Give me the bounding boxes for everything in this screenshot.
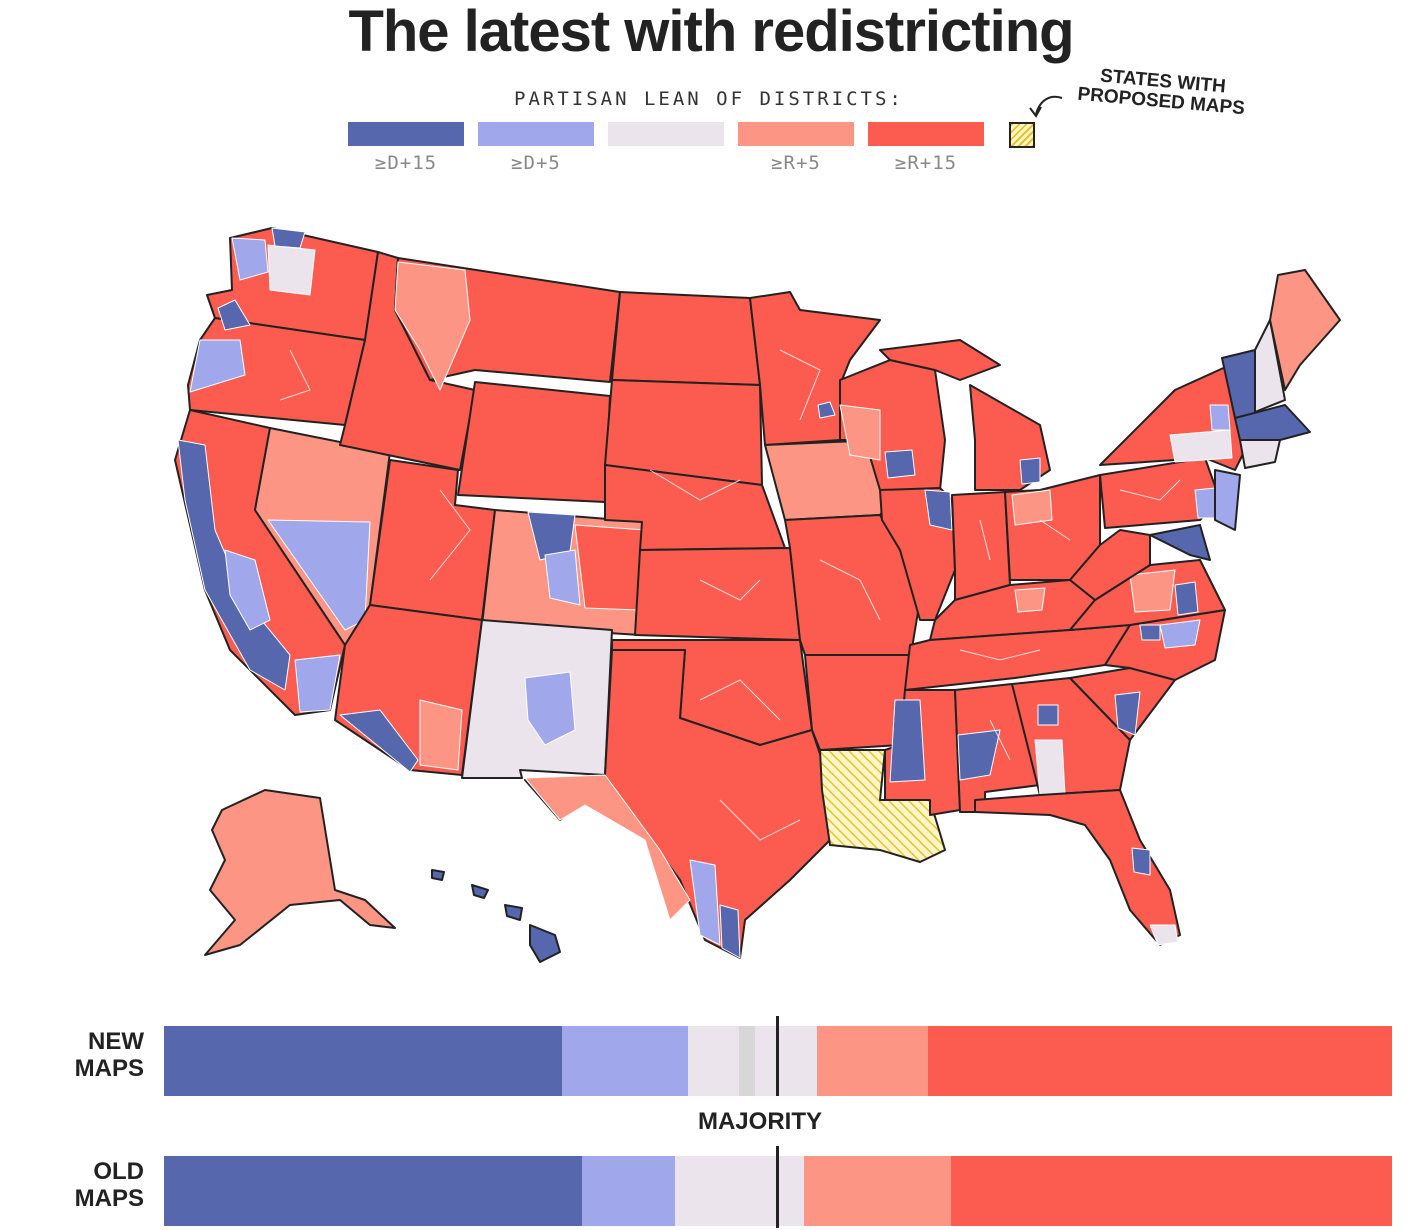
district-ny-even bbox=[1169, 429, 1233, 463]
new-maps-segment-2 bbox=[688, 1026, 739, 1096]
district-ca-socal bbox=[294, 654, 341, 713]
new-maps-label-line2: MAPS bbox=[74, 1055, 144, 1082]
majority-label: MAJORITY bbox=[697, 1108, 822, 1135]
district-ca-valley bbox=[224, 549, 271, 631]
district-nc-blue bbox=[1159, 619, 1201, 649]
district-al-d15 bbox=[957, 729, 1001, 781]
state-kansas bbox=[634, 547, 801, 641]
district-fl-even bbox=[1149, 924, 1179, 946]
state-hawaii-big bbox=[529, 924, 561, 963]
district-va-d15 bbox=[1174, 581, 1199, 616]
legend-swatch-r5 bbox=[738, 122, 854, 146]
district-oregon-blue bbox=[189, 339, 246, 393]
old-maps-segment-0 bbox=[164, 1156, 582, 1226]
old-maps-label-line2: MAPS bbox=[74, 1185, 144, 1212]
old-maps-segment-1 bbox=[581, 1156, 675, 1226]
new-maps-segment-4 bbox=[754, 1026, 818, 1096]
district-arizona-r5 bbox=[419, 699, 463, 771]
majority-line-new bbox=[776, 1016, 779, 1096]
state-alaska bbox=[204, 789, 396, 956]
district-texas-south-blue bbox=[689, 859, 721, 946]
district-madison bbox=[884, 449, 916, 479]
district-wa-even bbox=[267, 244, 316, 296]
district-ky-r5 bbox=[1014, 587, 1046, 613]
legend-label-r5: ≥R+5 bbox=[771, 152, 821, 174]
new-maps-label: NEW MAPS bbox=[40, 1028, 144, 1082]
old-maps-segment-3 bbox=[803, 1156, 952, 1226]
state-hawaii-oahu bbox=[471, 884, 489, 899]
state-maine bbox=[1269, 269, 1341, 391]
state-arkansas bbox=[804, 654, 911, 751]
district-map bbox=[174, 227, 1341, 963]
state-louisiana-proposed bbox=[819, 749, 946, 863]
old-maps-bar bbox=[164, 1156, 1392, 1226]
page-title: The latest with redistricting bbox=[348, 0, 1074, 64]
district-philly bbox=[1194, 487, 1216, 519]
district-sc-d15 bbox=[1114, 691, 1141, 736]
district-nm-blue bbox=[524, 671, 576, 746]
district-va-r5 bbox=[1129, 569, 1176, 613]
state-connecticut bbox=[1239, 439, 1281, 469]
old-maps-label-line1: OLD bbox=[93, 1158, 144, 1185]
district-arizona-d15 bbox=[339, 709, 419, 773]
legend-label-r15: ≥R+15 bbox=[894, 152, 958, 174]
district-co-red bbox=[574, 524, 646, 611]
legend-label-d15: ≥D+15 bbox=[374, 152, 438, 174]
state-indiana bbox=[951, 491, 1011, 601]
old-maps-label: OLD MAPS bbox=[40, 1158, 144, 1212]
state-minnesota bbox=[749, 291, 881, 446]
district-ga-even bbox=[1034, 739, 1066, 796]
legend-swatch-even bbox=[608, 122, 724, 146]
district-ca-coast bbox=[177, 439, 291, 691]
district-portland bbox=[217, 299, 251, 331]
district-mn-blue bbox=[817, 401, 836, 419]
legend-swatch-d5 bbox=[478, 122, 594, 146]
district-wi-r5 bbox=[839, 404, 881, 461]
new-maps-segment-0 bbox=[164, 1026, 562, 1096]
new-maps-segment-3 bbox=[738, 1026, 755, 1096]
legend-swatch-proposed bbox=[1009, 122, 1035, 148]
state-michigan-up bbox=[879, 339, 1001, 381]
proposed-maps-label: STATES WITH PROPOSED MAPS bbox=[1061, 63, 1264, 120]
legend-label-d5: ≥D+5 bbox=[511, 152, 561, 174]
district-lines bbox=[279, 349, 1181, 841]
state-maryland bbox=[1149, 524, 1211, 561]
old-maps-segment-2 bbox=[674, 1156, 804, 1226]
district-ny-blue bbox=[1209, 404, 1231, 431]
district-chicago bbox=[924, 489, 953, 531]
state-hawaii-kauai bbox=[431, 869, 445, 881]
new-maps-segment-1 bbox=[561, 1026, 689, 1096]
new-maps-segment-6 bbox=[927, 1026, 1392, 1096]
state-north-dakota bbox=[611, 291, 761, 386]
district-atlanta bbox=[1037, 704, 1059, 726]
district-co-blue bbox=[544, 549, 581, 606]
new-maps-segment-5 bbox=[817, 1026, 928, 1096]
legend-swatch-d15 bbox=[348, 122, 464, 146]
state-wyoming bbox=[457, 381, 611, 503]
district-nc-d15 bbox=[1139, 624, 1161, 641]
district-wa-d15 bbox=[271, 227, 306, 249]
majority-line-old bbox=[776, 1146, 779, 1228]
district-fl-d15 bbox=[1131, 847, 1151, 876]
district-montana-r5 bbox=[394, 261, 471, 391]
district-texas-coast-d15 bbox=[719, 904, 741, 959]
district-detroit bbox=[1019, 457, 1041, 485]
state-massachusetts bbox=[1234, 404, 1311, 441]
district-texas-r5 bbox=[524, 774, 691, 921]
legend-swatch-r15 bbox=[868, 122, 984, 146]
old-maps-segment-4 bbox=[951, 1156, 1392, 1226]
new-maps-bar bbox=[164, 1026, 1392, 1096]
district-ms-d15 bbox=[889, 699, 926, 783]
state-new-jersey bbox=[1214, 469, 1241, 531]
state-new-hampshire bbox=[1254, 319, 1286, 413]
district-seattle bbox=[231, 237, 269, 281]
district-ohio-r5 bbox=[1011, 489, 1053, 526]
legend-title: PARTISAN LEAN OF DISTRICTS: bbox=[514, 88, 904, 110]
proposed-arrow-icon bbox=[1029, 95, 1063, 118]
new-maps-label-line1: NEW bbox=[88, 1028, 144, 1055]
state-hawaii-maui bbox=[504, 904, 523, 921]
